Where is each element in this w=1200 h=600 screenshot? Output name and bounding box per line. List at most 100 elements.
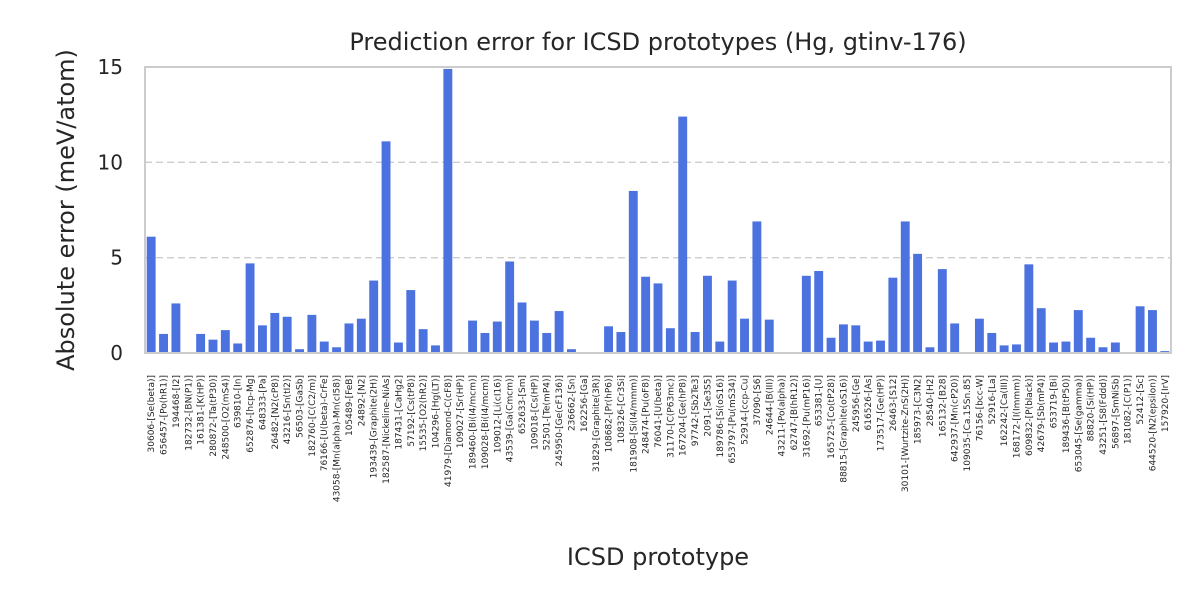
x-tick-label: 30101-[Wurtzite-ZnS(2H)] (901, 375, 911, 492)
x-tick-label: 108326-[Cr3Si] (617, 375, 627, 444)
y-tick-label: 10 (98, 150, 123, 174)
x-tick-label: 2091-[Se3S5] (703, 375, 713, 437)
bar (740, 318, 749, 353)
x-tick-label: 104296-[Hg(LT)] (431, 375, 441, 448)
bar (764, 319, 774, 353)
bar (838, 324, 848, 353)
x-tick-label: 194468-[I2] (172, 375, 182, 428)
bar (443, 68, 453, 353)
bar (369, 280, 379, 353)
x-tick-label: 43539-[Ga(Cmcm)] (506, 375, 516, 462)
x-tick-label: 652633-[Sm] (518, 375, 528, 434)
x-tick-label: 248500-[O2(mS4)] (221, 375, 231, 460)
x-tick-label: 52501-[Te(mP4)] (543, 375, 553, 450)
bar (690, 332, 700, 353)
x-tick-label: 165132-[B28] (938, 375, 948, 437)
x-tick-label: 109028-[Bi(I4/mcm)] (481, 375, 491, 469)
grid-lines (145, 161, 1171, 259)
bar (529, 320, 539, 353)
bar (554, 311, 564, 353)
x-tick-label: 24892-[N2] (357, 375, 367, 426)
x-tick-label: 108682-[Pr(hP6)] (605, 375, 615, 452)
x-tick-label: 52914-[ccp-Cu] (741, 375, 751, 445)
bar (159, 333, 168, 353)
bar (480, 332, 490, 353)
x-tick-label: 168172-[I(Immm)] (1012, 375, 1022, 458)
x-tick-label: 648333-[Pa] (258, 375, 268, 430)
x-tick-label: 52916-[La] (988, 375, 998, 424)
bar (393, 342, 403, 353)
bar (381, 141, 391, 353)
x-tick-label: 182760-[C(C2/m)] (308, 375, 318, 457)
bar (208, 339, 218, 353)
bar (950, 323, 960, 353)
bar (1086, 337, 1096, 353)
x-tick-label: 642937-[Mn(cP20)] (951, 375, 961, 462)
x-tick-label: 43211-[Po(alpha)] (778, 375, 788, 456)
bar (888, 277, 898, 353)
x-tick-label: 26482-[N2(cP8)] (271, 375, 281, 449)
x-tick-label: 181082-[C(P1)] (1124, 375, 1134, 444)
x-tick-label: 653381-[U] (815, 375, 825, 426)
bar (641, 276, 651, 353)
x-tick-label: 609832-[P(black)] (1025, 375, 1035, 456)
x-tick-label: 57192-[Cs(tP8)] (407, 375, 417, 447)
x-tick-label: 245956-[Ge] (852, 375, 862, 432)
x-tick-label: 165725-[Co(tP28)] (827, 375, 837, 459)
bar (999, 345, 1009, 353)
bar (468, 320, 478, 353)
bar (233, 343, 243, 353)
bar (826, 337, 836, 353)
bar (1073, 310, 1083, 353)
bar (406, 290, 416, 353)
x-tick-label: 26463-[S12] (889, 375, 899, 431)
bar (1024, 264, 1034, 353)
bar (171, 303, 181, 353)
y-tick-label: 5 (110, 246, 123, 270)
bar (628, 190, 638, 353)
x-tick-label: 15535-[O2(hR2)] (419, 375, 429, 451)
bar (1098, 347, 1108, 353)
x-tick-label: 31829-[Graphite(3R)] (592, 375, 602, 472)
y-tick-label: 15 (98, 55, 123, 79)
bar (431, 345, 440, 353)
bar (604, 326, 614, 353)
bar (505, 261, 515, 353)
bar (344, 323, 354, 353)
y-tick-labels: 0 5 10 15 (98, 55, 123, 365)
bar (196, 333, 206, 353)
x-tick-label: 105489-[FeB] (345, 375, 355, 436)
bars (146, 68, 1170, 353)
x-tick-label: 187431-[CaHg2] (394, 375, 404, 450)
bar (715, 341, 725, 353)
y-tick-label: 0 (110, 341, 123, 365)
x-tick-label: 280872-[Ta(tP30)] (209, 375, 219, 457)
bar (665, 328, 675, 353)
x-tick-label: 167204-[Ge(hP8)] (679, 375, 689, 456)
bar (418, 329, 428, 353)
x-tick-label: 245950-[Ge(cF136)] (555, 375, 565, 466)
x-tick-label: 28540-[H2] (926, 375, 936, 426)
x-tick-label: 31170-[C(P63mc)] (666, 375, 676, 458)
x-tick-label: 236662-[Sn] (567, 375, 577, 431)
bar (1135, 306, 1145, 353)
bar (220, 330, 230, 353)
x-tick-label: 161381-[K(HP)] (197, 375, 207, 445)
x-tick-label: 109018-[Cs(HP)] (530, 375, 540, 450)
x-tick-label: 37090-[S6] (753, 375, 763, 425)
x-tick-label: 76166-[U(beta)-CrFe] (320, 375, 330, 471)
bar (702, 275, 712, 353)
bar (146, 236, 156, 353)
x-tick-label: 43058-[Mn(alpha)-Mn(cI58)] (333, 375, 343, 502)
bar (678, 116, 688, 353)
bar (876, 340, 885, 353)
bar (542, 332, 552, 353)
bar (752, 221, 762, 353)
bar (1036, 308, 1046, 353)
x-tick-label: 43216-[Sn(tI2)] (283, 375, 293, 444)
bar (492, 321, 502, 353)
bar (270, 312, 280, 353)
x-tick-label: 173517-[Ge(HP)] (877, 375, 887, 451)
x-tick-label: 189436-[B(tP50)] (1062, 375, 1072, 453)
x-tick-label: 56897-[SmNiSb] (1111, 375, 1121, 449)
